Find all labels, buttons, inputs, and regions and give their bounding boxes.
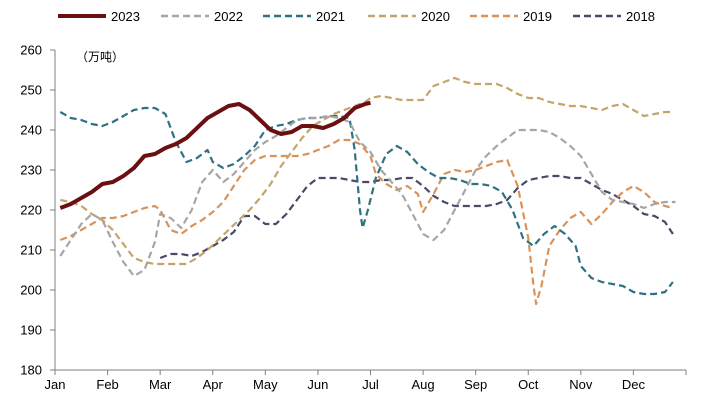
plot-area — [59, 76, 676, 306]
x-tick-label: Dec — [622, 377, 646, 392]
y-tick-label: 190 — [20, 323, 42, 338]
x-tick-label: Jan — [45, 377, 66, 392]
y-tick-label: 180 — [20, 363, 42, 378]
y-tick-label: 220 — [20, 203, 42, 218]
series-line-2021 — [59, 106, 674, 296]
legend-label-2023: 2023 — [111, 9, 140, 24]
y-tick-label: 200 — [20, 283, 42, 298]
x-tick-label: Sep — [464, 377, 487, 392]
y-axis: 180 190 200 210 220 230 240 250 260 — [20, 43, 56, 378]
x-tick-label: Mar — [149, 377, 172, 392]
legend-label-2021: 2021 — [316, 9, 345, 24]
legend-label-2019: 2019 — [523, 9, 552, 24]
y-tick-label: 240 — [20, 123, 42, 138]
x-tick-label: Jun — [307, 377, 328, 392]
y-tick-label: 260 — [20, 43, 42, 58]
series-line-2023 — [59, 100, 371, 210]
series-line-2019 — [59, 138, 674, 306]
x-tick-label: Nov — [569, 377, 593, 392]
y-tick-label: 210 — [20, 243, 42, 258]
x-tick-label: Apr — [203, 377, 224, 392]
x-tick-label: Aug — [412, 377, 435, 392]
y-tick-label: 250 — [20, 83, 42, 98]
series-line-2020 — [60, 76, 673, 266]
x-tick-label: May — [253, 377, 278, 392]
x-tick-label: Jul — [362, 377, 379, 392]
series-line-2018 — [159, 174, 674, 260]
y-tick-label: 230 — [20, 163, 42, 178]
legend-label-2018: 2018 — [626, 9, 655, 24]
series-line-2022 — [59, 114, 676, 278]
legend-label-2022: 2022 — [214, 9, 243, 24]
x-tick-label: Feb — [96, 377, 118, 392]
legend: 2023 2022 2021 2020 2019 2018 — [58, 9, 655, 24]
y-axis-unit-label: （万吨） — [76, 50, 124, 64]
x-axis: Jan Feb Mar Apr May Jun Jul Aug Sep Oct Nov Dec — [45, 369, 687, 392]
legend-label-2020: 2020 — [421, 9, 450, 24]
x-tick-label: Oct — [518, 377, 539, 392]
